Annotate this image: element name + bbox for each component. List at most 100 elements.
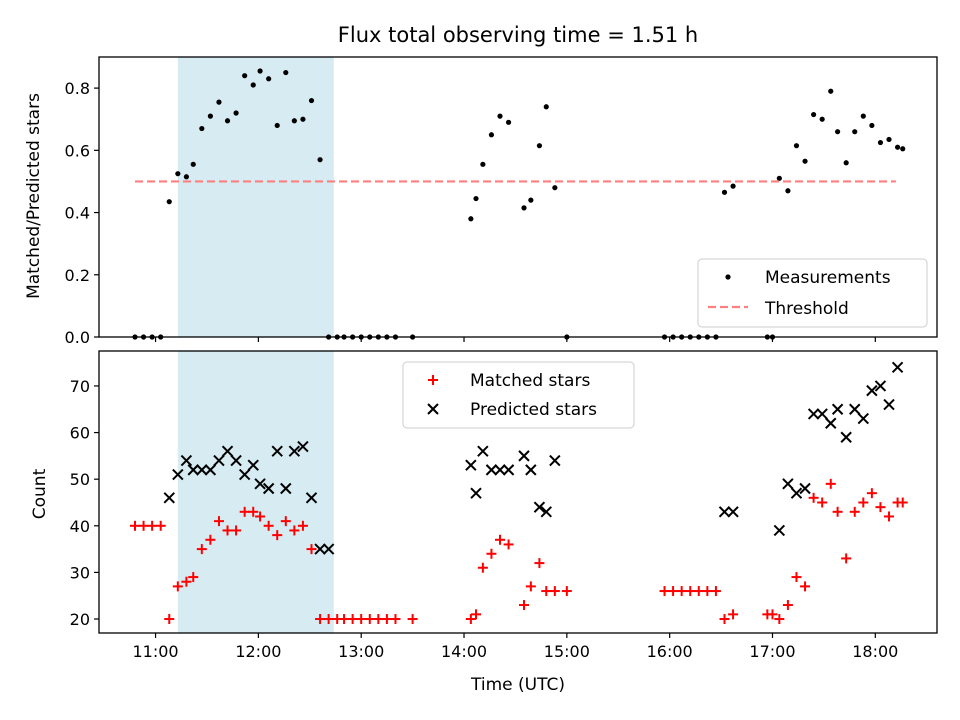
predicted-star-marker-b xyxy=(322,543,335,555)
y-tick-label: 20 xyxy=(70,610,90,629)
predicted-star-marker-b xyxy=(262,482,275,495)
matched-star-point xyxy=(255,511,266,522)
predicted-star-point xyxy=(297,440,309,453)
predicted-star-point xyxy=(163,492,175,504)
bottom-panel: 20 30 40 50 60 70 11:00 12:00 13:00 14:00 15:00 16:… xyxy=(70,350,938,661)
predicted-star-point xyxy=(494,464,506,476)
matched-star-point xyxy=(138,520,149,531)
predicted-star-point xyxy=(221,445,234,457)
measurement-point xyxy=(250,82,256,88)
matched-star-point xyxy=(728,609,739,620)
predicted-star-marker-b xyxy=(187,464,199,476)
predicted-star-point xyxy=(262,482,275,495)
predicted-star-point xyxy=(525,464,537,476)
predicted-star-marker-b xyxy=(213,454,225,467)
predicted-star-marker-b xyxy=(314,543,326,555)
predicted-star-marker-b xyxy=(857,412,870,425)
predicted-star-marker-b xyxy=(831,403,844,415)
predicted-star-point xyxy=(238,468,251,481)
predicted-star-point xyxy=(230,454,242,467)
measurement-point xyxy=(242,73,248,79)
predicted-star-marker-b xyxy=(790,487,803,499)
measurement-point xyxy=(233,110,239,116)
plot-frame xyxy=(98,350,938,634)
predicted-star-marker-b xyxy=(825,417,837,429)
matched-star-point xyxy=(676,586,687,597)
matched-star-point xyxy=(164,614,175,625)
x-tick-label: 12:00 xyxy=(235,642,281,661)
predicted-star-point xyxy=(782,478,794,490)
measurement-point xyxy=(843,160,849,166)
matched-star-point xyxy=(800,581,811,592)
predicted-star-marker-b xyxy=(718,506,731,518)
predicted-star-point xyxy=(271,445,283,457)
measurement-point xyxy=(308,97,315,104)
matched-star-point xyxy=(280,516,291,527)
matched-star-point xyxy=(239,506,250,517)
observing-window-shade xyxy=(177,57,334,337)
predicted-star-point xyxy=(773,524,786,537)
predicted-star-marker-b xyxy=(221,445,234,457)
predicted-star-point xyxy=(825,417,837,429)
matched-star-point xyxy=(561,586,572,597)
matched-star-point xyxy=(373,614,384,625)
predicted-star-marker-b xyxy=(172,468,184,481)
predicted-star-point xyxy=(180,454,193,467)
legend-measurement-marker xyxy=(725,274,731,280)
matched-star-point xyxy=(808,492,819,503)
matched-star-point xyxy=(323,614,334,625)
measurement-point xyxy=(175,171,181,177)
predicted-star-point xyxy=(518,450,530,462)
predicted-star-point xyxy=(874,380,887,392)
predicted-star-point xyxy=(322,543,335,555)
matched-star-point xyxy=(155,520,166,531)
measurement-point xyxy=(488,132,495,138)
predicted-star-marker-b xyxy=(533,501,546,513)
predicted-star-marker-b xyxy=(485,464,498,476)
y-tick-label: 0.8 xyxy=(65,79,90,98)
x-tick-label: 15:00 xyxy=(544,642,590,661)
matched-star-point xyxy=(549,586,560,597)
matched-star-point xyxy=(263,520,274,531)
predicted-star-marker-b xyxy=(280,482,292,495)
matched-star-point xyxy=(213,516,224,527)
legend-predicted-label: Predicted stars xyxy=(470,400,597,420)
predicted-star-point xyxy=(790,487,803,499)
measurement-point xyxy=(190,161,196,167)
matched-star-point xyxy=(306,544,317,555)
predicted-star-marker-b xyxy=(502,464,515,476)
measurement-point xyxy=(473,195,479,202)
x-tick-label: 13:00 xyxy=(338,642,384,661)
matched-star-point xyxy=(685,586,696,597)
matched-star-point xyxy=(364,614,375,625)
chart-title: Flux total observing time = 1.51 h xyxy=(338,23,698,47)
matched-star-point xyxy=(791,572,802,583)
predicted-star-point xyxy=(288,445,301,457)
predicted-star-marker-b xyxy=(883,398,895,411)
matched-star-point xyxy=(390,614,401,625)
predicted-star-point xyxy=(799,482,811,495)
legend-matched-marker xyxy=(428,375,438,385)
matched-star-point xyxy=(147,520,158,531)
x-tick-label: 11:00 xyxy=(132,642,178,661)
measurement-point xyxy=(835,129,841,135)
predicted-star-marker-b xyxy=(494,464,506,476)
predicted-star-point xyxy=(816,408,828,420)
matched-star-point xyxy=(289,525,300,536)
measurement-point xyxy=(266,76,272,82)
measurement-point xyxy=(811,111,817,118)
predicted-star-marker-b xyxy=(840,431,852,443)
matched-star-point xyxy=(841,553,852,564)
matched-star-point xyxy=(866,488,877,499)
predicted-star-marker-b xyxy=(849,403,861,415)
matched-star-point xyxy=(503,539,514,550)
predicted-star-point xyxy=(465,459,477,471)
matched-star-point xyxy=(668,586,679,597)
y-tick-label: 0.0 xyxy=(65,328,90,347)
measurement-point xyxy=(505,119,512,125)
predicted-star-point xyxy=(857,412,870,425)
predicted-star-point xyxy=(891,361,904,374)
predicted-star-point xyxy=(540,506,552,518)
measurement-point xyxy=(828,88,834,94)
predicted-star-marker-b xyxy=(525,464,537,476)
